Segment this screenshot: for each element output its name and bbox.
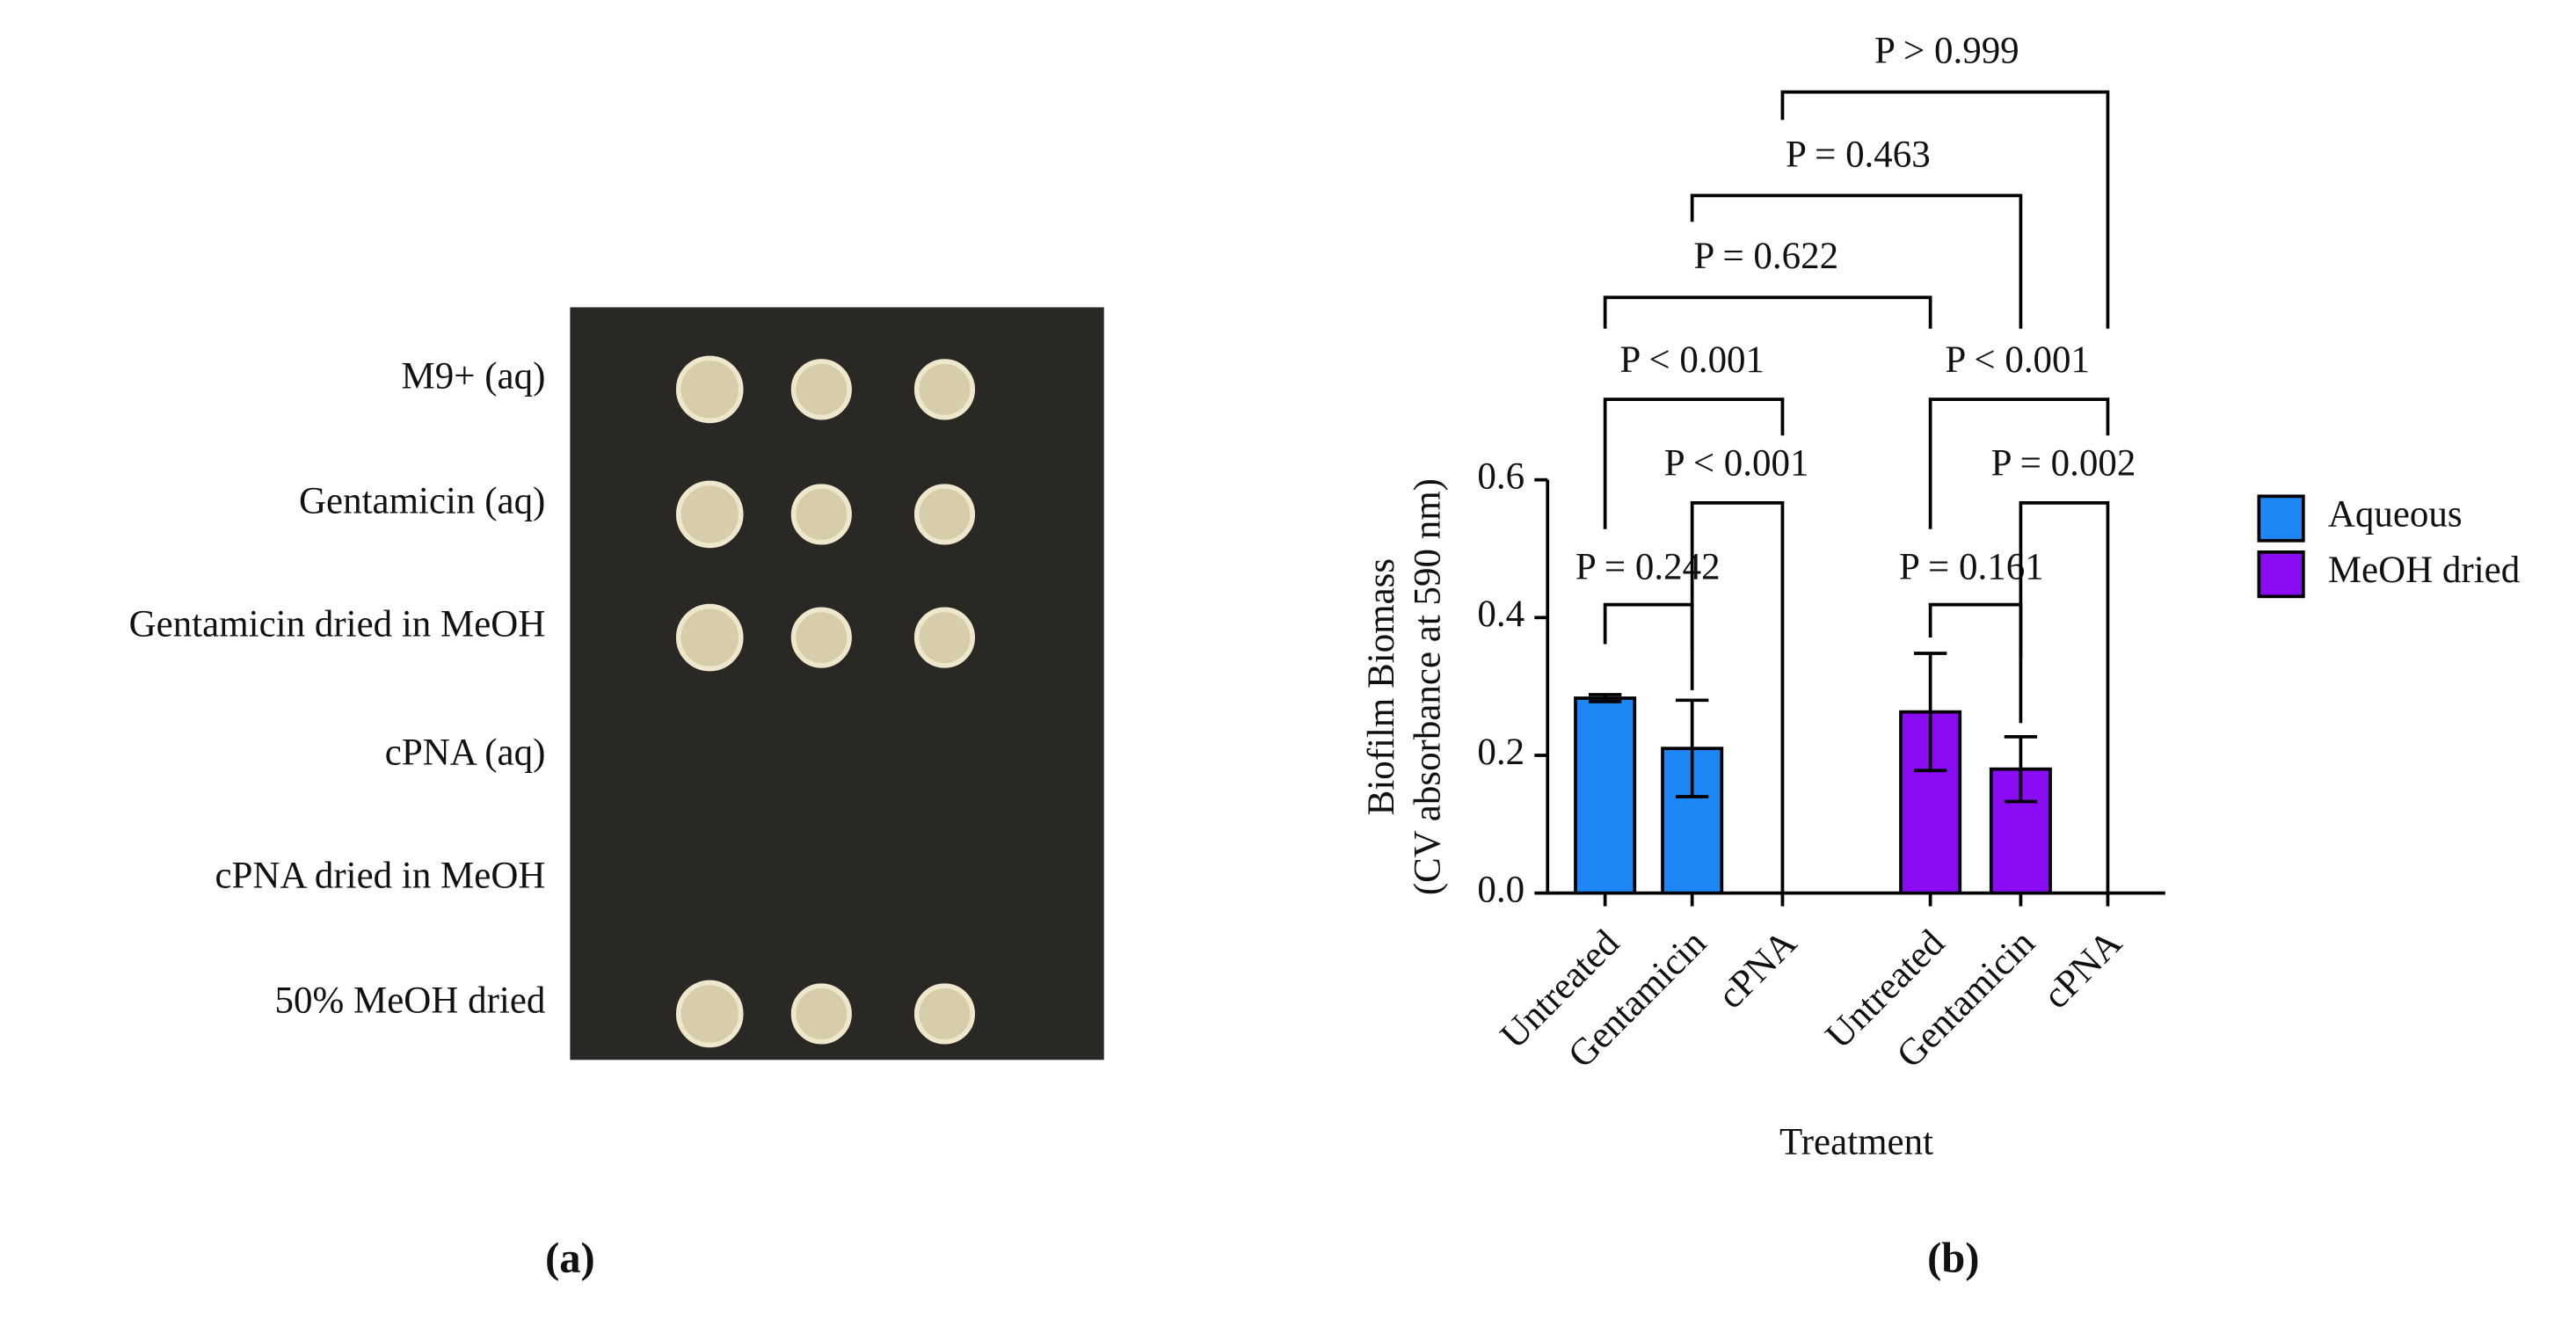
colony bbox=[790, 359, 852, 420]
significance-bracket bbox=[1780, 90, 2110, 329]
colony bbox=[913, 983, 976, 1045]
colony bbox=[675, 355, 744, 424]
colony bbox=[790, 983, 852, 1045]
x-tick-label: cPNA bbox=[2035, 922, 2130, 1017]
significance-bracket bbox=[1690, 193, 2023, 329]
significance-bracket bbox=[2019, 500, 2110, 893]
p-value: P = 0.463 bbox=[1786, 134, 1931, 175]
y-axis-title: Biofilm Biomass (CV absorbance at 590 nm… bbox=[1361, 478, 1448, 895]
y-axis-title-line: Biofilm Biomass bbox=[1361, 558, 1402, 815]
colony bbox=[790, 484, 852, 545]
legend-swatch bbox=[2257, 494, 2305, 543]
significance-bracket bbox=[1603, 397, 1785, 529]
y-tick-label: 0.6 bbox=[1477, 456, 1524, 498]
row-label: cPNA (aq) bbox=[385, 732, 546, 773]
p-value: P = 0.622 bbox=[1693, 236, 1838, 277]
legend-label: Aqueous bbox=[2328, 493, 2463, 535]
p-value: P = 0.002 bbox=[1991, 443, 2136, 485]
colonies bbox=[675, 355, 976, 1048]
colony bbox=[913, 484, 976, 545]
bar bbox=[1574, 696, 1637, 895]
bar bbox=[1661, 747, 1724, 895]
y-axis-title-line: (CV absorbance at 590 nm) bbox=[1407, 478, 1448, 895]
row-label: cPNA dried in MeOH bbox=[215, 856, 545, 897]
row-label: Gentamicin dried in MeOH bbox=[129, 604, 546, 645]
colony bbox=[675, 480, 744, 549]
p-value: P = 0.242 bbox=[1575, 546, 1721, 587]
significance-bracket bbox=[1690, 500, 1785, 893]
panel-label: (a) bbox=[545, 1234, 595, 1281]
p-value: P < 0.001 bbox=[1945, 339, 2090, 381]
x-tick-label: cPNA bbox=[1710, 922, 1805, 1017]
x-axis-title: Treatment bbox=[1779, 1121, 1933, 1162]
colony bbox=[790, 607, 852, 668]
significance-bracket bbox=[1928, 397, 2110, 529]
colony bbox=[913, 359, 976, 420]
legend-swatch bbox=[2257, 550, 2305, 599]
p-value: P < 0.001 bbox=[1664, 443, 1809, 485]
colony bbox=[913, 607, 976, 668]
p-value: P < 0.001 bbox=[1619, 339, 1765, 381]
colony bbox=[675, 603, 744, 672]
row-label: 50% MeOH dried bbox=[275, 980, 546, 1022]
panel-label: (b) bbox=[1927, 1234, 1979, 1281]
p-value: P > 0.999 bbox=[1874, 31, 2019, 72]
row-label: Gentamicin (aq) bbox=[299, 481, 545, 522]
significance-bracket bbox=[1603, 295, 1932, 329]
y-tick-label: 0.4 bbox=[1477, 594, 1524, 635]
significance-bracket bbox=[1603, 602, 1694, 650]
colony bbox=[675, 980, 744, 1048]
y-tick-label: 0.2 bbox=[1477, 732, 1524, 773]
row-label: M9+ (aq) bbox=[402, 356, 546, 397]
row-labels: M9+ (aq) Gentamicin (aq) Gentamicin dried … bbox=[129, 356, 546, 1022]
plate-photo bbox=[570, 307, 1104, 1060]
significance-bracket bbox=[1928, 602, 2023, 658]
legend-label: MeOH dried bbox=[2328, 550, 2520, 591]
y-tick-label: 0.0 bbox=[1477, 869, 1524, 910]
